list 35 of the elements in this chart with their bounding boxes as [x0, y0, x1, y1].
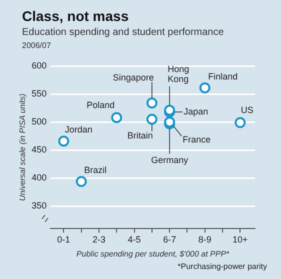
series-label: Brazil [84, 164, 107, 175]
x-tick-label: 6-7 [163, 234, 176, 244]
point [146, 114, 158, 125]
text: Germany [151, 155, 189, 166]
text: Hong Kong [168, 64, 190, 84]
series-label: France [182, 134, 211, 145]
series-label: US [240, 105, 254, 116]
y-tick-label: 400 [32, 172, 47, 183]
point [76, 176, 87, 187]
chart-subtitle: Education spending and student performance 2006/07 [22, 27, 224, 50]
point [199, 82, 210, 94]
y-tick-label: 500 [32, 116, 47, 127]
series-label: Japan [184, 106, 208, 116]
series-label: Jordan [64, 124, 92, 135]
y-tick-label: 550 [32, 88, 47, 99]
x-tick-label: 2-3 [92, 234, 106, 244]
y-axis-title: Universal scale (in PISA units) [18, 93, 28, 201]
x-tick-label: 4-5 [128, 234, 141, 244]
point [58, 136, 70, 147]
series-label: Singapore [112, 72, 154, 82]
chart-title: Class, not mass [22, 8, 129, 24]
point [234, 117, 246, 128]
x-tick-label: 10+ [232, 234, 248, 244]
series-label: Poland [86, 100, 115, 110]
text: *Purchasing-power parity [178, 262, 267, 271]
series-label: Finland [208, 71, 238, 82]
point [146, 98, 158, 109]
x-axis-title: Public spending per student, $'000 at PPP* [76, 249, 230, 258]
x-tick-label: 8-9 [198, 234, 212, 244]
y-tick-label: 600 [32, 60, 47, 70]
y-tick-label: 350 [32, 200, 47, 211]
y-tick-label: 450 [32, 144, 47, 155]
x-tick-label: 0-1 [57, 234, 70, 244]
point [111, 112, 122, 124]
series-label: Britain [127, 130, 153, 141]
